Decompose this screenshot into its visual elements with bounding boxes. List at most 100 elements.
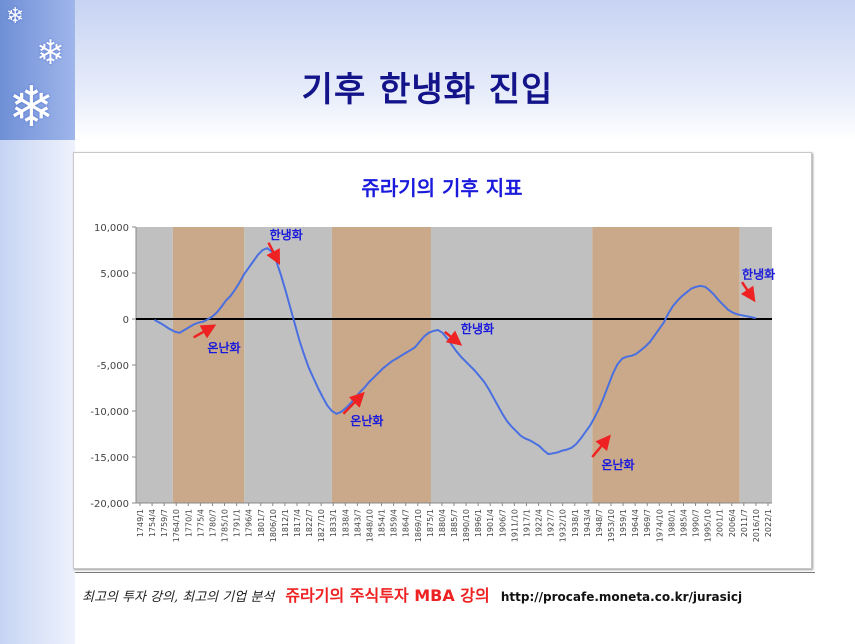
y-tick-label: -5,000 <box>97 361 129 372</box>
x-tick-label: 1864/7 <box>402 509 411 537</box>
annotation-label: 온난화 <box>350 413 383 428</box>
x-tick-label: 2011/7 <box>740 509 749 537</box>
annotation-label: 한냉화 <box>461 321 494 336</box>
x-tick-label: 1927/7 <box>547 509 556 537</box>
x-tick-label: 1770/1 <box>184 509 193 537</box>
x-tick-label: 1848/10 <box>365 509 374 542</box>
band-cool-4 <box>430 227 593 503</box>
snowflake-icon: ❄ <box>36 33 65 73</box>
annotation-label: 온난화 <box>601 457 634 472</box>
annotation-arrow <box>342 391 365 415</box>
band-cool-2 <box>244 227 332 503</box>
y-tick-label: -15,000 <box>90 453 129 464</box>
x-tick-label: 1990/7 <box>692 509 701 537</box>
series-line <box>153 247 757 456</box>
x-tick-label: 1948/7 <box>595 509 604 537</box>
footer: 최고의 투자 강의, 최고의 기업 분석 쥬라기의 주식투자 MBA 강의 ht… <box>82 582 742 606</box>
x-tick-label: 1764/10 <box>172 509 181 542</box>
band-cool-6 <box>739 227 772 503</box>
left-decor-band: ❄ ❄ ❄ <box>0 0 75 644</box>
x-tick-label: 1838/4 <box>341 509 350 537</box>
chart-title: 쥬라기의 기후 지표 <box>361 176 522 200</box>
x-tick-label: 1749/1 <box>136 509 145 537</box>
x-tick-label: 1880/4 <box>438 509 447 537</box>
x-tick-label: 1875/1 <box>426 509 435 537</box>
footer-brand: 쥬라기의 주식투자 MBA 강의 <box>285 586 490 605</box>
y-tick-label: -20,000 <box>90 499 129 510</box>
left-decor-top <box>0 0 75 140</box>
x-tick-label: 1959/1 <box>619 509 628 537</box>
annotation-arrow <box>192 324 217 339</box>
x-tick-label: 1974/10 <box>655 509 664 542</box>
x-tick-label: 1917/1 <box>522 509 531 537</box>
x-tick-label: 1754/4 <box>148 509 157 537</box>
top-decor-band <box>75 0 855 140</box>
chart-frame: 쥬라기의 기후 지표 10,000 5,000 0 -5,000 -10,000 -15,… <box>73 152 812 569</box>
slide-title: 기후 한냉화 진입 <box>301 70 554 110</box>
x-tick-label: 1843/7 <box>353 509 362 537</box>
x-tick-label: 1791/1 <box>233 509 242 537</box>
left-decor-low <box>0 140 75 644</box>
x-tick-label: 1869/10 <box>414 509 423 542</box>
x-tick-label: 1901/4 <box>486 509 495 537</box>
x-tick-label: 1922/4 <box>535 509 544 537</box>
x-tick-label: 1969/7 <box>643 509 652 537</box>
x-tick-label: 1827/10 <box>317 509 326 542</box>
x-tick-label: 1796/4 <box>245 509 254 537</box>
x-axis: 1749/1 1754/4 1759/7 1764/10 1770/1 1775/4 178… <box>136 502 773 542</box>
period-bands <box>136 227 772 503</box>
x-tick-label: 1817/4 <box>293 509 302 537</box>
y-axis: 10,000 5,000 0 -5,000 -10,000 -15,000 -20,000 <box>90 223 137 510</box>
x-tick-label: 1801/7 <box>257 509 266 537</box>
x-tick-label: 1964/4 <box>631 509 640 537</box>
band-warm-1 <box>172 227 245 503</box>
annotation-label: 온난화 <box>207 340 240 355</box>
x-tick-label: 1759/7 <box>160 509 169 537</box>
climate-chart: 쥬라기의 기후 지표 10,000 5,000 0 -5,000 -10,000 -15,… <box>90 176 775 542</box>
x-tick-label: 1822/7 <box>305 509 314 537</box>
x-tick-label: 2006/4 <box>728 509 737 537</box>
y-tick-label: -10,000 <box>90 407 129 418</box>
x-tick-label: 1911/10 <box>510 509 519 542</box>
annotation-arrow <box>591 434 611 458</box>
x-tick-label: 1780/7 <box>208 509 217 537</box>
y-tick-label: 10,000 <box>94 223 129 234</box>
band-warm-3 <box>331 227 431 503</box>
x-tick-label: 1906/7 <box>498 509 507 537</box>
annotation-arrow <box>444 330 463 346</box>
x-tick-label: 1995/10 <box>704 509 713 542</box>
x-tick-label: 1775/4 <box>196 509 205 537</box>
snowflake-icon: ❄ <box>6 4 25 29</box>
x-tick-label: 1785/10 <box>221 509 230 542</box>
x-tick-label: 2001/1 <box>716 509 725 537</box>
annotation-arrow <box>740 281 756 303</box>
x-tick-label: 1859/4 <box>390 509 399 537</box>
x-tick-label: 1833/1 <box>329 509 338 537</box>
x-tick-label: 1938/1 <box>571 509 580 537</box>
x-tick-label: 2016/10 <box>752 509 761 542</box>
x-tick-label: 2022/1 <box>764 509 773 537</box>
footer-tagline: 최고의 투자 강의, 최고의 기업 분석 <box>82 590 275 605</box>
y-tick-label: 5,000 <box>100 269 129 280</box>
x-tick-label: 1932/10 <box>559 509 568 542</box>
x-tick-label: 1806/10 <box>269 509 278 542</box>
band-cool-0 <box>136 227 173 503</box>
annotation-label: 한냉화 <box>270 227 303 242</box>
y-tick-label: 0 <box>123 315 129 326</box>
annotation-arrow <box>266 242 281 265</box>
x-tick-label: 1943/4 <box>583 509 592 537</box>
x-tick-label: 1985/4 <box>679 509 688 537</box>
x-tick-label: 1953/10 <box>607 509 616 542</box>
x-tick-label: 1890/10 <box>462 509 471 542</box>
x-tick-label: 1885/7 <box>450 509 459 537</box>
footer-url[interactable]: http://procafe.moneta.co.kr/jurasicj <box>500 590 743 604</box>
annotation-label: 한냉화 <box>742 267 775 282</box>
footer-divider <box>75 572 815 573</box>
x-tick-label: 1980/1 <box>667 509 676 537</box>
x-tick-label: 1896/1 <box>474 509 483 537</box>
series-line-기후 지표 <box>153 247 757 456</box>
snowflake-icon: ❄ <box>8 75 55 140</box>
x-tick-label: 1812/1 <box>281 509 290 537</box>
